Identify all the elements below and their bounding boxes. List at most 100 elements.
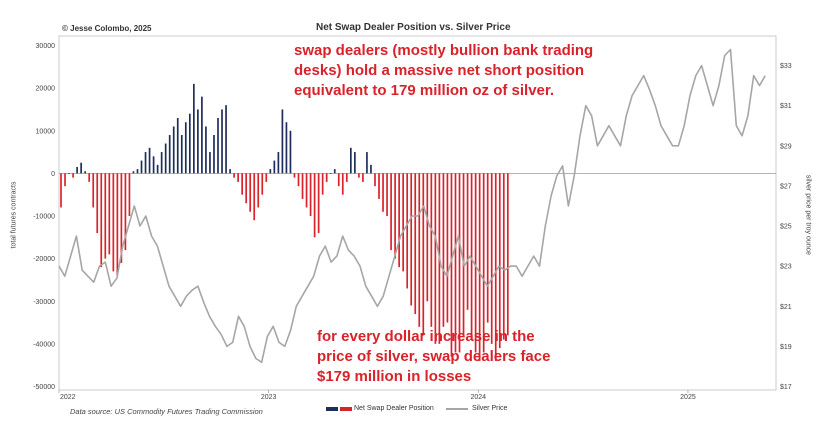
x-tick-label: 2023 [261,394,277,401]
legend-label-bars: Net Swap Dealer Position [354,405,434,412]
bar [418,173,421,327]
bar [205,126,207,174]
bar [120,173,123,263]
bar [188,113,191,174]
bar [442,173,445,327]
y-axis-title-right: silver price per troy ounce [804,174,812,256]
y2-tick-label: $27 [780,183,792,190]
bar [180,135,183,174]
bar [390,173,392,251]
y-axis-left: 30000 20000 10000 0 -10000 -20000 -30000 -40000… [33,43,55,391]
bar [193,83,195,174]
annotation-bottom: for every dollar increase in the price o… [317,328,551,385]
bar [402,173,405,272]
y2-tick-label: $29 [780,143,792,150]
bar [60,173,62,208]
bar [321,173,324,195]
bar [273,160,276,174]
bar [289,130,292,174]
bar [140,160,143,174]
bar [76,166,78,174]
y2-tick-label: $23 [780,264,792,271]
bar [482,173,485,353]
bar [498,173,501,349]
bar [241,173,243,195]
bar [394,173,396,259]
bar [84,171,87,174]
y-tick-label: -40000 [33,341,55,348]
x-tick-label: 2025 [680,394,696,401]
bar [414,173,417,315]
bar [462,173,465,336]
bar [128,173,131,216]
bar [297,173,300,187]
bar [64,173,66,187]
legend-item-line: Silver Price [446,405,507,412]
bar [309,173,312,216]
y-tick-label: 0 [51,171,55,178]
bar [213,135,215,174]
y2-tick-label: $17 [780,384,792,391]
bar [354,152,356,174]
chart-title: Net Swap Dealer Position vs. Silver Pric… [316,22,511,33]
y2-tick-label: $33 [780,63,792,70]
legend-swatch-line [446,407,468,410]
bar [253,173,256,221]
bar [269,169,272,174]
bar [313,173,316,238]
y2-tick-label: $25 [780,224,792,231]
bar [422,173,425,336]
x-tick-label: 2022 [60,394,76,401]
bar [317,173,320,234]
line-series [58,48,766,364]
bar [305,173,308,208]
bar [325,173,328,182]
bar [124,173,127,251]
bar [209,152,211,174]
bar [362,173,364,182]
y2-tick-label: $31 [780,103,792,110]
bar [406,173,409,289]
bar [506,173,509,336]
y-tick-label: 20000 [36,86,56,93]
y-tick-label: -20000 [33,256,55,263]
legend-label-line: Silver Price [472,405,508,412]
bar [104,173,107,259]
bar [474,173,477,353]
bar [221,109,223,174]
bar [281,109,284,174]
bar [164,143,167,174]
x-axis: 2022 2023 2024 2025 [58,390,696,401]
y-tick-label: 30000 [36,43,56,50]
bar [398,173,400,268]
legend-swatch-short [340,406,352,411]
bar [116,173,119,276]
bar [333,169,336,174]
y-tick-label: -10000 [33,214,55,221]
bar [277,152,280,174]
y2-tick-label: $21 [780,304,792,311]
y-axis-title-left: total futures contracts [10,181,18,249]
bar [201,96,203,174]
bar [136,169,139,174]
bar [68,173,70,174]
bar [265,173,268,182]
bar [293,173,296,178]
bar [490,173,493,344]
bar [345,173,348,182]
y-tick-label: 10000 [36,128,56,135]
bar [100,173,103,268]
legend-item-bars: Net Swap Dealer Position [326,405,434,412]
bar [88,173,91,182]
bar [108,173,111,255]
bar [245,173,248,204]
bar [366,152,368,174]
bar [80,162,82,174]
bar [184,122,187,174]
bar [144,152,147,174]
bar [96,173,99,234]
bar [301,173,304,199]
bar-series [60,83,509,361]
bar [446,173,449,323]
